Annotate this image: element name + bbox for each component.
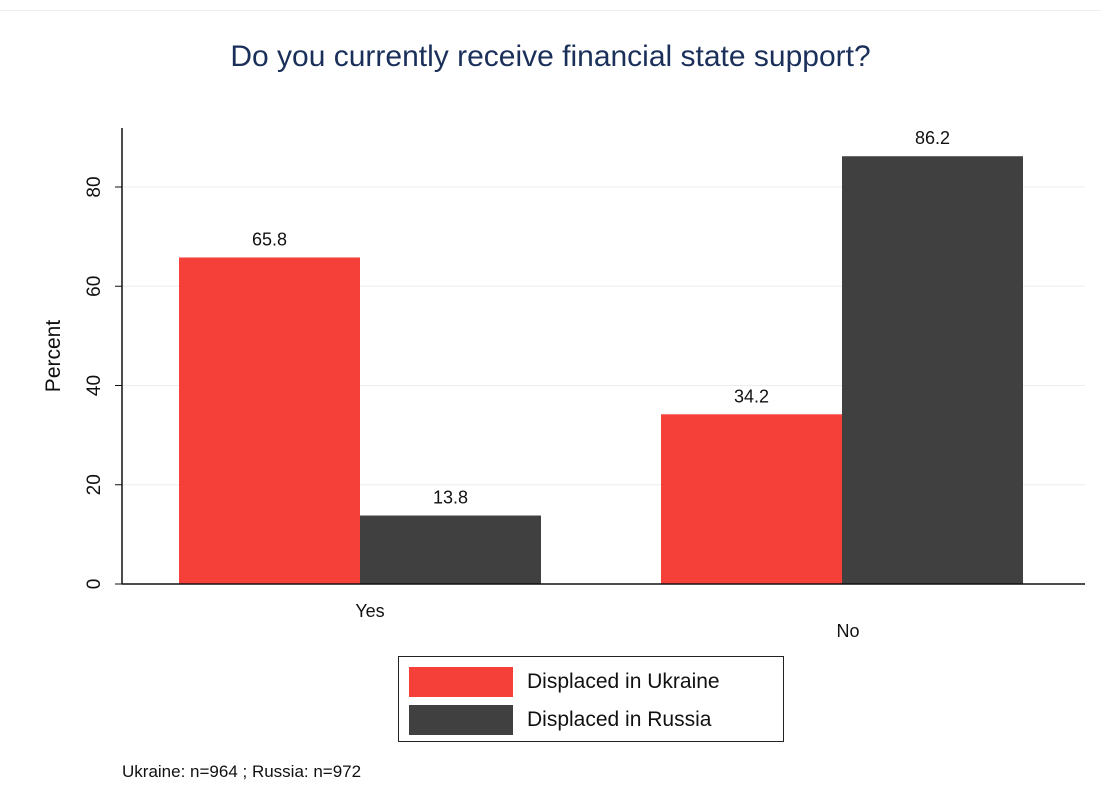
y-tick-label: 0 [84,579,105,590]
data-label: 34.2 [734,386,769,406]
bar [661,414,842,584]
bar [360,515,541,584]
axes [115,128,1085,585]
y-axis-title: Percent [42,320,65,393]
legend-swatch-russia [409,705,513,735]
top-divider [0,10,1101,11]
y-tick-label: 40 [84,375,105,396]
bar [842,156,1023,585]
chart-title: Do you currently receive financial state… [230,40,871,73]
data-label: 65.8 [252,229,287,249]
y-tick-label: 60 [84,276,105,297]
y-tick-label: 80 [84,176,105,197]
x-tick-label: No [836,621,859,641]
legend-label-russia: Displaced in Russia [527,708,712,731]
bars [179,156,1023,585]
x-tick-label: Yes [355,601,384,621]
data-label: 13.8 [433,488,468,508]
legend-item-ukraine: Displaced in Ukraine [409,667,720,697]
data-label: 86.2 [915,128,950,148]
sample-size-note: Ukraine: n=964 ; Russia: n=972 [122,762,362,781]
legend-label-ukraine: Displaced in Ukraine [527,670,720,693]
y-tick-label: 20 [84,474,105,495]
bar [179,257,360,584]
legend-swatch-ukraine [409,667,513,697]
legend-item-russia: Displaced in Russia [409,705,711,735]
legend: Displaced in Ukraine Displaced in Russia [398,656,784,742]
labels: 0 20 40 60 80 65.8 13.8 34.2 86.2 Yes No Percent [42,128,950,641]
